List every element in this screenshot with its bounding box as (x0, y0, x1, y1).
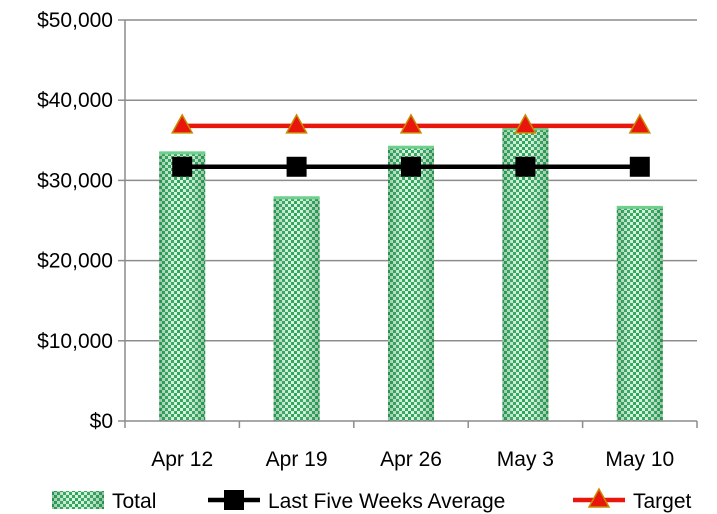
y-tick-label: $30,000 (37, 169, 113, 192)
bar-top-edge (273, 196, 320, 200)
line-series (170, 113, 652, 177)
bar-shade (616, 206, 663, 421)
x-tick-label: Apr 12 (151, 448, 213, 471)
tick-labels: $0 $10,000 $20,000 $30,000 $40,000 $50,000 Apr… (37, 9, 674, 471)
x-tick-label: May 3 (497, 448, 554, 471)
marker-average (286, 156, 307, 177)
marker-average (629, 156, 650, 177)
y-tick-label: $20,000 (37, 250, 113, 273)
marker-target (514, 113, 537, 134)
marker-target (628, 113, 652, 134)
marker-target (285, 113, 308, 134)
x-tick-label: May 10 (605, 448, 674, 471)
bar-top-edge (388, 145, 434, 149)
legend-marker-average (224, 490, 244, 510)
bar-top-edge (159, 151, 206, 155)
x-tick-label: Apr 19 (266, 448, 328, 471)
marker-target (399, 113, 423, 134)
marker-target (170, 113, 194, 134)
bar-top-edge (616, 205, 663, 209)
legend-label-average: Last Five Weeks Average (268, 490, 505, 513)
marker-average (515, 156, 536, 177)
y-tick-label: $40,000 (37, 89, 113, 112)
legend-label-total: Total (112, 490, 156, 513)
bar-shade (273, 197, 320, 421)
bar-shade (502, 128, 549, 421)
y-tick-label: $0 (90, 410, 113, 433)
axes (118, 19, 698, 428)
legend-swatch-shade (52, 491, 104, 509)
legend-marker-target (587, 487, 611, 508)
marker-average (401, 156, 421, 177)
y-tick-label: $50,000 (37, 9, 113, 32)
legend: Total Last Five Weeks Average Target (52, 487, 692, 513)
legend-label-target: Target (633, 490, 692, 513)
y-tick-label: $10,000 (37, 330, 113, 353)
bar-series-total (159, 127, 663, 421)
x-tick-label: Apr 26 (380, 448, 442, 471)
marker-average (172, 156, 193, 177)
bar-shade (388, 146, 434, 421)
bar-shade (159, 152, 206, 421)
